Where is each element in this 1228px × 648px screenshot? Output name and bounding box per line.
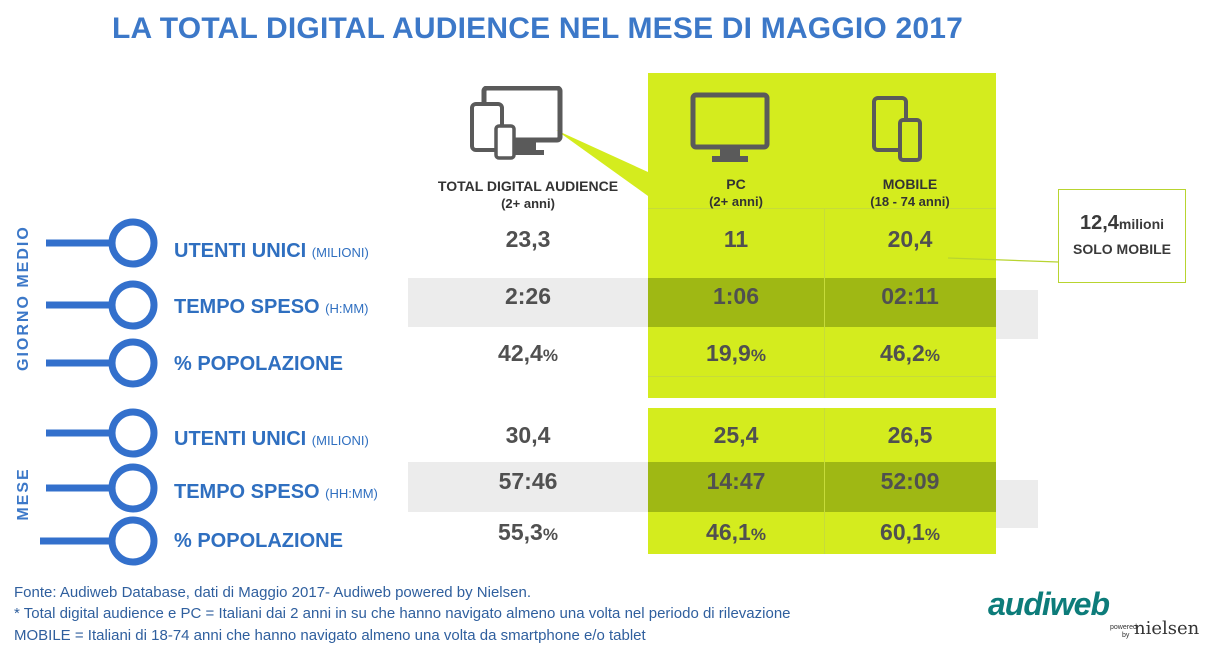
column-label: PC [726,176,746,192]
value-cell: 42,4% [498,340,558,366]
column-sub: (2+ anni) [709,194,763,209]
value-cell: 46,1% [706,519,766,545]
value-cell: 20,4 [887,226,933,252]
value-cell: 25,4 [713,422,759,448]
logo-nielsen: nielsen [1134,618,1200,639]
column-label: TOTAL DIGITAL AUDIENCE [437,178,619,194]
value-cell: 52:09 [880,468,940,494]
page-title: LA TOTAL DIGITAL AUDIENCE NEL MESE DI MA… [112,12,964,45]
value-cell: 2:26 [504,283,552,309]
column-header-mobile: MOBILE (18 - 74 anni) [824,176,996,210]
band-tempo-mese-right [996,480,1038,528]
column-sub: (18 - 74 anni) [870,194,950,209]
column-header-pc: PC (2+ anni) [648,176,824,210]
value-cell: 57:46 [498,468,558,494]
row-divider [648,376,996,377]
logo-by: by [1122,632,1130,639]
logo-brand: audiweb [988,586,1110,622]
value-cell: 02:11 [881,283,939,309]
audiweb-logo: audiweb powered by nielsen [988,586,1213,644]
monitor-icon [690,92,770,162]
value-cell: 60,1% [880,519,940,545]
row-divider [648,208,996,209]
callout-text: SOLO MOBILE [1073,241,1171,257]
value-cell: 11 [723,226,749,252]
band-tempo-giorno-right [996,290,1038,339]
row-label-utenti-mese: UTENTI UNICI (MILIONI) [174,428,369,450]
row-label-tempo-mese: TEMPO SPESO (HH:MM) [174,481,378,503]
footer-source: Fonte: Audiweb Database, dati di Maggio … [14,584,531,601]
logo-powered: powered [1110,624,1137,631]
devices-icon [470,86,563,160]
value-cell: 23,3 [505,226,551,252]
band-tempo-mese-green [648,462,996,512]
value-cell: 46,2% [880,340,940,366]
row-label-popolazione-mese: % POPOLAZIONE [174,530,343,552]
value-cell: 55,3% [498,519,558,545]
column-header-total: TOTAL DIGITAL AUDIENCE (2+ anni) [418,178,638,212]
value-cell: 26,5 [887,422,933,448]
band-tempo-mese [408,462,648,512]
mobile-devices-icon [872,96,922,162]
band-tempo-giorno-green [648,278,996,327]
solo-mobile-callout: 12,4milioni SOLO MOBILE [1058,189,1186,283]
row-label-utenti-giorno: UTENTI UNICI (MILIONI) [174,240,369,262]
column-divider [824,408,825,554]
value-cell: 19,9% [706,340,766,366]
value-cell: 14:47 [706,468,766,494]
row-label-tempo-giorno: TEMPO SPESO (H:MM) [174,296,369,318]
value-cell: 1:06 [712,283,760,309]
row-icons [40,218,158,566]
band-tempo-giorno [408,278,648,327]
column-sub: (2+ anni) [501,196,555,211]
footer-mobile-note: MOBILE = Italiani di 18-74 anni che hann… [14,627,646,644]
footer-note: * Total digital audience e PC = Italiani… [14,605,791,622]
highlight-panel-top [648,73,996,398]
callout-value: 12,4milioni [1079,212,1165,234]
row-label-popolazione-giorno: % POPOLAZIONE [174,353,343,375]
column-label: MOBILE [882,176,938,192]
column-divider [824,208,825,398]
value-cell: 30,4 [505,422,551,448]
